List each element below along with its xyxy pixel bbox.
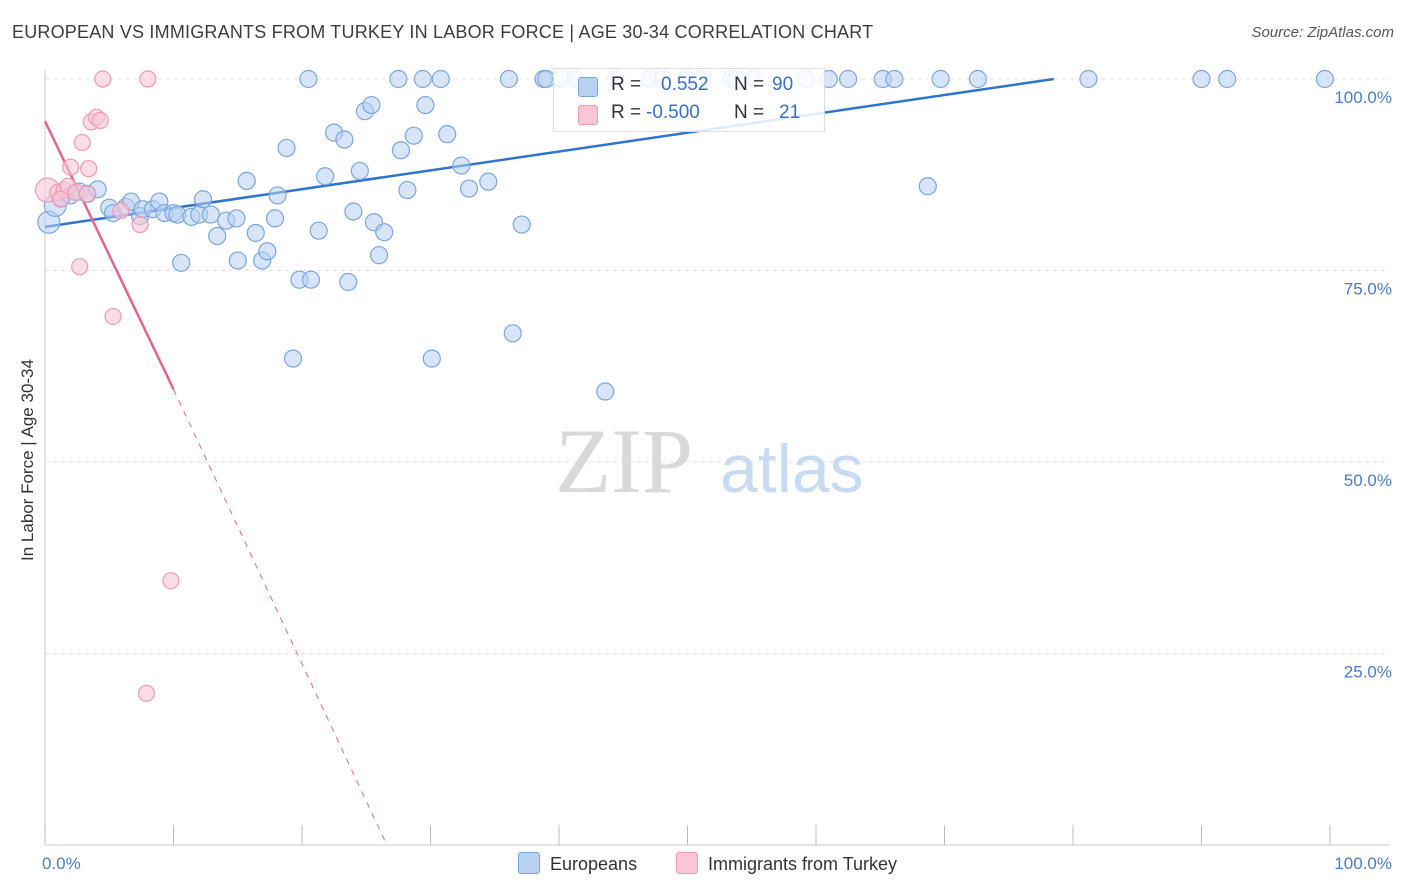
europeans-point [1192, 69, 1211, 89]
europeans-point [404, 126, 423, 145]
y-tick-label: 50.0% [1344, 471, 1392, 490]
y-tick-label: 75.0% [1344, 280, 1392, 299]
turkey-point [112, 202, 130, 220]
europeans-point [265, 209, 285, 228]
europeans-point [258, 242, 277, 261]
bottom-legend-europeans-label: Europeans [550, 854, 638, 874]
europeans-point [1218, 69, 1237, 89]
europeans-point [316, 167, 335, 186]
chart-title: EUROPEAN VS IMMIGRANTS FROM TURKEY IN LA… [12, 22, 874, 42]
europeans-point [416, 95, 435, 115]
europeans-point [1315, 69, 1334, 89]
gridlines [45, 78, 1390, 654]
turkey-points [34, 70, 180, 702]
europeans-point [350, 161, 369, 181]
turkey-point [131, 215, 149, 234]
tick-labels: 25.0% 50.0% 75.0% 100.0% 0.0% 100.0% [42, 88, 1392, 873]
europeans-point [277, 138, 296, 158]
europeans-point [227, 209, 246, 228]
turkey-point [94, 70, 112, 88]
y-tick-label: 100.0% [1334, 88, 1392, 107]
bottom-legend-europeans: Europeans [518, 852, 637, 875]
turkey-point [71, 258, 89, 276]
europeans-point [299, 69, 318, 89]
europeans-point [968, 69, 988, 89]
bottom-legend-turkey: Immigrants from Turkey [676, 852, 897, 875]
europeans-point [431, 69, 450, 89]
europeans-point [918, 177, 937, 196]
watermark-zip: ZIP [555, 410, 693, 512]
legend-r-label: R = [611, 102, 642, 123]
europeans-point [391, 141, 411, 160]
europeans-point [413, 69, 432, 89]
watermark-atlas: atlas [720, 431, 864, 507]
europeans-point [301, 270, 321, 289]
europeans-point [1079, 69, 1098, 89]
europeans-point [339, 272, 358, 292]
legend-r-value: 0.552 [661, 74, 709, 95]
turkey-point [162, 572, 180, 590]
legend-swatch-pink [578, 105, 598, 125]
europeans-point [172, 253, 191, 272]
bottom-legend-swatch-pink [676, 852, 698, 874]
europeans-point [389, 69, 408, 89]
legend-n-value: 90 [772, 74, 794, 95]
europeans-point [422, 349, 441, 368]
x-tick-label: 0.0% [42, 854, 81, 873]
europeans-point [375, 223, 394, 242]
europeans-point [931, 69, 950, 89]
europeans-point [885, 69, 904, 89]
legend-r-label: R = [611, 74, 642, 95]
europeans-point [201, 205, 220, 224]
stats-legend: R = 0.552 N = 90 R = -0.500 N = 21 [553, 68, 825, 132]
turkey-point [80, 160, 98, 178]
legend-n-value: 21 [779, 102, 801, 123]
europeans-point [370, 246, 389, 265]
europeans-point [503, 324, 522, 343]
europeans-point [309, 221, 328, 240]
europeans-point [398, 180, 417, 200]
legend-n-label: N = [734, 74, 765, 95]
bottom-legend-swatch-blue [518, 852, 540, 874]
europeans-point [344, 202, 363, 221]
europeans-point [512, 215, 531, 234]
europeans-point [438, 125, 457, 144]
europeans-point [362, 95, 381, 115]
europeans-point [208, 226, 227, 246]
europeans-point [452, 156, 471, 175]
y-tick-label: 25.0% [1344, 663, 1392, 682]
x-tick-label: 100.0% [1334, 854, 1392, 873]
europeans-point [193, 190, 213, 209]
europeans-point [268, 186, 287, 205]
europeans-point [596, 382, 615, 401]
turkey-point [91, 111, 109, 129]
europeans-point [839, 69, 858, 89]
bottom-legend-turkey-label: Immigrants from Turkey [708, 854, 898, 874]
turkey-point [62, 158, 80, 176]
axes [44, 70, 1390, 846]
europeans-point [228, 251, 247, 270]
turkey-point [51, 190, 70, 208]
turkey-trend-line [43, 120, 175, 390]
europeans-point [479, 172, 498, 191]
europeans-point [246, 223, 265, 243]
turkey-point [78, 185, 97, 203]
legend-swatch-blue [578, 77, 598, 97]
europeans-point [499, 69, 518, 89]
legend-r-value: -0.500 [646, 102, 700, 123]
europeans-point [283, 349, 303, 368]
turkey-point [139, 70, 157, 88]
turkey-point [137, 684, 156, 702]
legend-n-label: N = [734, 102, 765, 123]
turkey-point [73, 133, 91, 152]
source-label: Source: ZipAtlas.com [1251, 24, 1394, 41]
europeans-point [459, 179, 479, 198]
europeans-point [237, 171, 256, 190]
turkey-point [104, 307, 122, 326]
europeans-point [335, 130, 354, 149]
europeans-trend-line [44, 77, 1054, 229]
turkey-trend-extension [173, 389, 388, 846]
